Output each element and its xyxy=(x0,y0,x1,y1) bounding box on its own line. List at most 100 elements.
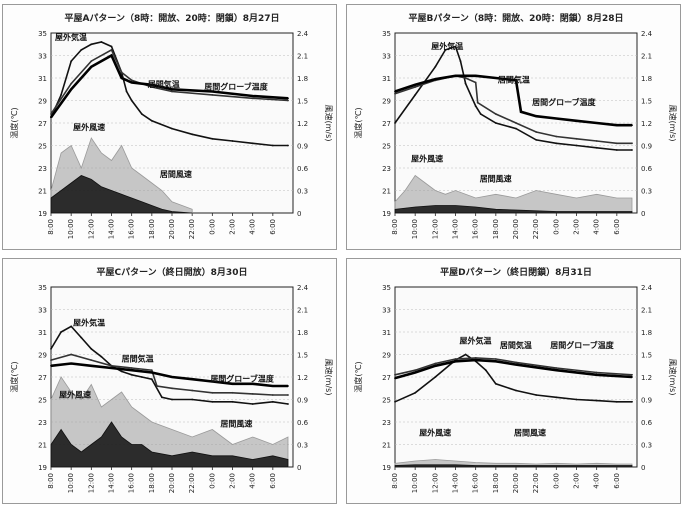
data-point xyxy=(631,400,633,403)
x-tick-label: 22:00 xyxy=(532,473,540,493)
series-line xyxy=(394,358,633,380)
y2-tick-label: 0 xyxy=(297,210,301,218)
y-axis-label: 温度(℃) xyxy=(353,107,363,138)
data-point xyxy=(150,371,153,374)
x-tick-label: 2:00 xyxy=(229,219,237,235)
data-point xyxy=(70,353,73,356)
series-annotation: 居間気温 xyxy=(122,353,154,363)
data-point xyxy=(191,378,194,381)
data-point xyxy=(615,124,618,127)
data-point xyxy=(120,71,123,74)
data-point xyxy=(271,400,274,403)
data-point xyxy=(615,400,618,403)
y2-tick-label: 1.2 xyxy=(641,120,652,128)
x-tick-label: 10:00 xyxy=(411,219,419,239)
data-point xyxy=(454,45,457,48)
y-tick-label: 31 xyxy=(38,75,47,83)
data-point xyxy=(535,139,538,141)
data-point xyxy=(211,94,214,96)
data-point xyxy=(120,370,123,373)
data-point xyxy=(211,400,214,403)
y2-tick-label: 0.6 xyxy=(641,419,653,427)
data-point xyxy=(575,119,578,122)
data-point xyxy=(484,369,487,372)
data-point xyxy=(110,367,113,369)
data-point xyxy=(231,400,234,403)
y2-tick-label: 0.9 xyxy=(641,397,652,405)
data-point xyxy=(287,394,289,396)
data-point xyxy=(555,369,558,372)
data-point xyxy=(150,119,153,122)
data-point xyxy=(130,99,133,102)
y-axis-label: 温度(℃) xyxy=(353,361,363,392)
data-point xyxy=(394,377,396,379)
data-point xyxy=(515,363,517,366)
y-tick-label: 25 xyxy=(38,143,47,151)
y-tick-label: 19 xyxy=(382,210,391,218)
series-line xyxy=(394,74,632,127)
data-point xyxy=(50,364,52,367)
series-annotation: 居間風速 xyxy=(160,169,192,179)
x-tick-label: 18:00 xyxy=(148,219,156,239)
chart-svg: 平屋Dパターン（終日閉鎖）8月31日 35 33 31 29 27 25 23 21 19 2.4 2… xyxy=(353,266,677,493)
y-tick-label: 25 xyxy=(382,143,391,151)
data-point xyxy=(454,360,457,363)
data-point xyxy=(161,396,163,399)
series-annotation: 屋外気温 xyxy=(431,41,463,51)
data-point xyxy=(231,140,234,142)
data-point xyxy=(271,144,274,147)
data-point xyxy=(70,60,73,62)
y2-tick-label: 0 xyxy=(641,464,645,472)
series-area xyxy=(50,421,289,468)
data-point xyxy=(555,135,558,138)
data-point xyxy=(90,60,93,62)
x-tick-label: 18:00 xyxy=(148,473,156,493)
y-tick-label: 27 xyxy=(382,374,391,382)
x-tick-label: 12:00 xyxy=(431,473,439,493)
x-tick-label: 6:00 xyxy=(613,219,621,235)
y2-tick-label: 2.4 xyxy=(297,30,309,38)
data-point xyxy=(110,54,113,57)
data-point xyxy=(595,122,598,124)
y-tick-label: 31 xyxy=(38,329,47,337)
data-point xyxy=(191,389,194,392)
data-point xyxy=(171,90,173,93)
data-point xyxy=(70,362,73,365)
data-point xyxy=(140,376,143,378)
y2-tick-label: 2.1 xyxy=(641,307,652,315)
data-point xyxy=(494,113,497,115)
data-point xyxy=(515,389,517,392)
data-point xyxy=(595,146,598,149)
chart-title: 平屋Dパターン（終日閉鎖）8月31日 xyxy=(440,266,592,278)
data-point xyxy=(90,348,93,350)
series-area xyxy=(394,205,633,214)
data-point xyxy=(251,382,254,385)
x-tick-label: 2:00 xyxy=(573,219,581,235)
x-tick-label: 6:00 xyxy=(269,219,277,235)
data-point xyxy=(150,83,153,86)
x-tick-label: 12:00 xyxy=(87,219,95,239)
y2-tick-label: 1.2 xyxy=(641,374,652,382)
data-point xyxy=(211,380,214,383)
x-tick-label: 8:00 xyxy=(47,473,55,489)
data-point xyxy=(171,398,173,401)
y2-tick-label: 1.8 xyxy=(297,329,308,337)
chart-title: 平屋Aパターン（8時：開放、20時：閉鎖）8月27日 xyxy=(64,12,279,24)
series-annotation: 居間風速 xyxy=(480,174,512,184)
data-point xyxy=(595,140,598,142)
y-tick-label: 31 xyxy=(382,75,391,83)
data-point xyxy=(211,137,214,140)
data-point xyxy=(434,78,437,80)
data-point xyxy=(130,79,133,82)
y-tick-label: 23 xyxy=(38,419,47,427)
y-tick-label: 33 xyxy=(38,53,47,61)
y2-tick-label: 1.2 xyxy=(297,120,308,128)
series-annotation: 居間気温 xyxy=(498,75,530,85)
data-point xyxy=(50,348,52,350)
y-tick-label: 33 xyxy=(382,307,391,315)
data-point xyxy=(434,65,437,68)
y2-tick-label: 1.5 xyxy=(297,352,308,360)
y-tick-label: 23 xyxy=(382,165,391,173)
data-point xyxy=(464,77,467,79)
x-tick-label: 14:00 xyxy=(452,473,460,493)
